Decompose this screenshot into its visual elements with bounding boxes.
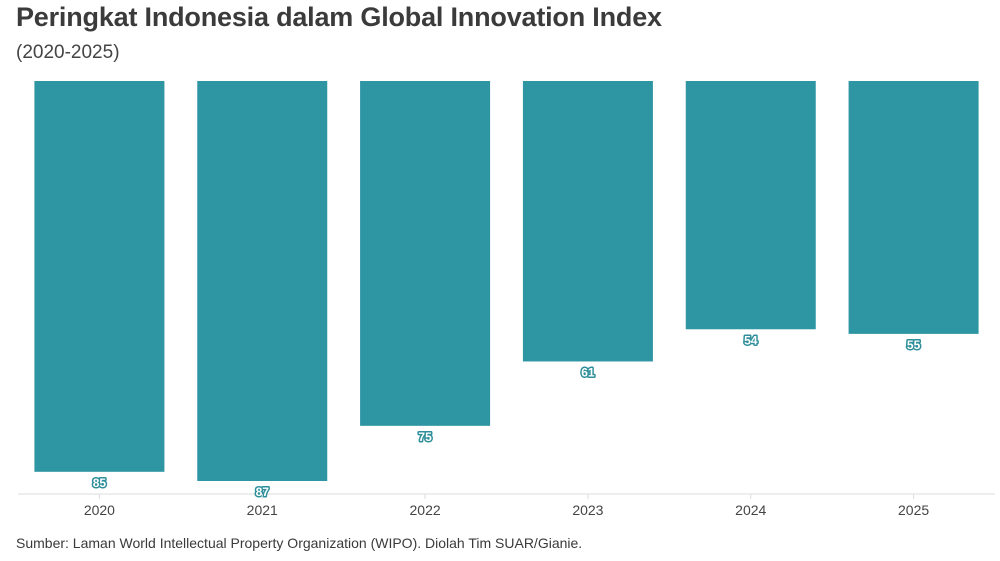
data-label-2022: 75: [418, 430, 432, 444]
chart-subtitle: (2020-2025): [16, 42, 120, 63]
bar-2024: [685, 81, 816, 330]
bar-2021: [197, 81, 328, 481]
data-label-2020: 85: [93, 476, 107, 490]
x-tick-label-2021: 2021: [247, 502, 278, 518]
x-tick-label-2023: 2023: [572, 502, 603, 518]
data-label-2024: 54: [744, 333, 758, 347]
x-tick-label-2025: 2025: [898, 502, 929, 518]
source-note: Sumber: Laman World Intellectual Propert…: [16, 535, 583, 551]
chart-title: Peringkat Indonesia dalam Global Innovat…: [16, 2, 662, 32]
bar-2020: [34, 81, 165, 472]
x-tick-label-2022: 2022: [410, 502, 441, 518]
bar-2022: [360, 81, 491, 426]
data-label-2023: 61: [581, 365, 595, 379]
x-tick-label-2024: 2024: [735, 502, 766, 518]
data-label-2025: 55: [907, 338, 921, 352]
bar-chart: 85 2020 87 2021 75 2022 61 2023 54 2024 55 2025: [18, 81, 995, 518]
bar-2025: [848, 81, 979, 334]
bar-2023: [522, 81, 653, 362]
data-label-2021: 87: [256, 485, 270, 499]
x-tick-label-2020: 2020: [84, 502, 115, 518]
